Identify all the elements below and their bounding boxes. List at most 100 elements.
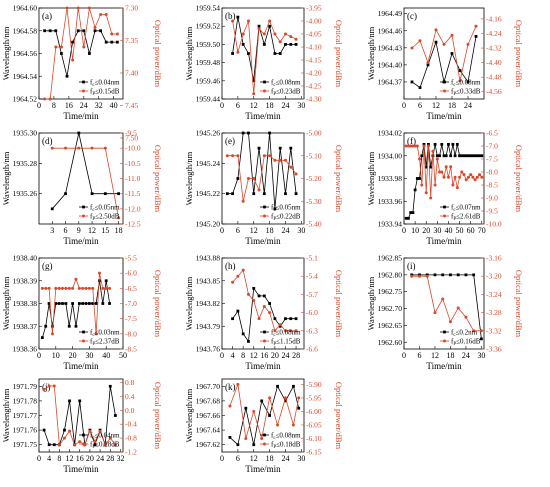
data-point-power <box>425 274 429 278</box>
y-left-tick-label: 1959.50 <box>196 40 221 49</box>
data-point-wavelength <box>429 165 433 169</box>
data-point-power <box>273 158 277 162</box>
data-point-power <box>77 146 81 150</box>
data-point-wavelength <box>262 294 266 298</box>
legend-swatch-marker <box>263 214 266 218</box>
y-right-tick-label: -4.25 <box>306 82 322 91</box>
legend-swatch-marker <box>443 330 446 334</box>
data-point-wavelength <box>426 63 430 67</box>
data-point-power <box>464 178 468 182</box>
data-point-power <box>429 196 433 200</box>
data-point-power <box>90 146 94 150</box>
panel-label: (g) <box>42 261 53 271</box>
x-tick-label: 10 <box>411 226 419 235</box>
panel-label: (j) <box>42 382 51 392</box>
y-left-tick-label: 1943.76 <box>196 345 221 354</box>
data-point-wavelength <box>94 302 98 305</box>
y-right-tick-label: -6.6 <box>306 345 318 354</box>
y-right-tick-label: 0.0 <box>125 406 135 415</box>
y-right-tick-label: -3.32 <box>486 326 502 335</box>
x-tick-label: 0 <box>220 454 224 463</box>
data-point-power <box>244 436 248 440</box>
data-point-power <box>44 286 48 290</box>
x-tick-label: 6 <box>64 226 68 235</box>
data-point-wavelength <box>257 146 261 150</box>
y-right-tick-label: -9.5 <box>125 129 137 138</box>
plot-frame <box>403 257 485 350</box>
y-right-tick-label: -5.4 <box>306 272 318 281</box>
data-point-wavelength <box>236 443 240 447</box>
data-point-wavelength <box>464 154 468 158</box>
panel-f: 0 10 20 30 40 50 60 70 1933.94 1933.96 1933.98 1934… <box>366 129 524 247</box>
x-axis-title: Time/min <box>426 236 462 246</box>
x-axis-title: Time/min <box>245 464 281 474</box>
legend-swatch-marker <box>263 442 266 446</box>
x-axis-title: Time/min <box>245 111 281 121</box>
x-tick-label: 0 <box>220 226 224 235</box>
x-tick-label: 0 <box>402 351 406 360</box>
data-point-power <box>471 175 475 179</box>
data-point-wavelength <box>257 294 261 298</box>
data-point-wavelength <box>292 384 295 388</box>
y-left-axis-title: Wavelength/nm <box>366 26 376 80</box>
x-tick-label: 6 <box>236 226 240 235</box>
y-left-tick-label: 1964.58 <box>13 26 38 35</box>
data-point-wavelength <box>228 436 232 439</box>
legend-swatch-marker <box>443 339 446 343</box>
y-left-tick-label: 1945.22 <box>196 189 221 198</box>
data-point-power <box>458 79 462 83</box>
data-point-power <box>113 443 117 447</box>
data-point-wavelength <box>262 43 266 46</box>
y-left-axis-title: Wavelength/nm <box>1 388 11 442</box>
data-point-wavelength <box>236 15 240 19</box>
data-point-power <box>252 298 256 302</box>
panel-d: 3 6 9 12 15 18 1935.26 1935.28 1935.30 -9.5 -10.0 -… <box>1 129 163 247</box>
data-point-power <box>294 172 298 176</box>
y-right-tick-label: -10.0 <box>125 144 141 153</box>
y-right-tick-label: -10.0 <box>486 220 502 229</box>
data-point-wavelength <box>231 192 234 196</box>
panel-label: (e) <box>225 136 235 146</box>
data-point-power <box>65 6 69 10</box>
x-tick-label: 24 <box>281 454 289 463</box>
legend-swatch-marker <box>263 339 266 343</box>
y-left-tick-label: 1967.68 <box>196 396 221 405</box>
y-right-tick-label: -4.15 <box>306 56 322 65</box>
data-point-power <box>431 149 435 153</box>
y-left-tick-label: 1971.76 <box>13 426 38 435</box>
x-tick-label: 0 <box>37 454 41 463</box>
series-line-wavelength <box>229 385 300 446</box>
y-right-tick-label: -6.5 <box>125 284 137 293</box>
data-point-power <box>77 286 81 290</box>
data-point-wavelength <box>64 302 68 305</box>
data-point-power <box>466 175 470 179</box>
y-left-tick-label: 1933.98 <box>378 174 403 183</box>
panel-label: (b) <box>225 11 236 21</box>
data-point-power <box>62 436 66 440</box>
data-point-wavelength <box>284 192 287 196</box>
data-point-power <box>108 436 112 440</box>
y-left-tick-label: 1967.64 <box>196 426 221 435</box>
y-left-tick-label: 1959.44 <box>196 95 221 104</box>
data-point-wavelength <box>103 192 107 196</box>
y-left-axis-title: Wavelength/nm <box>1 276 11 330</box>
y-right-tick-label: -6.0 <box>125 269 137 278</box>
data-point-wavelength <box>273 317 277 321</box>
panel-b: 0 6 12 18 24 30 1959.44 1959.46 1959.48 1959.50 19… <box>184 4 344 122</box>
x-tick-label: 6 <box>236 101 240 110</box>
y-left-tick-label: 1938.38 <box>13 299 38 308</box>
x-tick-label: 8 <box>241 351 245 360</box>
data-point-power <box>81 286 85 290</box>
legend-label: fP≤2.50dB <box>90 213 120 223</box>
data-point-power <box>474 24 478 28</box>
y-right-tick-label: -6.15 <box>306 448 322 457</box>
data-point-power <box>43 97 47 101</box>
legend-swatch-marker <box>263 80 266 84</box>
x-tick-label: 12 <box>250 454 258 463</box>
y-left-tick-label: 1935.30 <box>13 129 38 138</box>
data-point-wavelength <box>63 428 66 432</box>
data-point-wavelength <box>438 154 441 158</box>
y-right-tick-label: -4.56 <box>486 87 502 96</box>
y-left-tick-label: 1962.85 <box>378 254 403 263</box>
data-point-wavelength <box>278 52 282 55</box>
